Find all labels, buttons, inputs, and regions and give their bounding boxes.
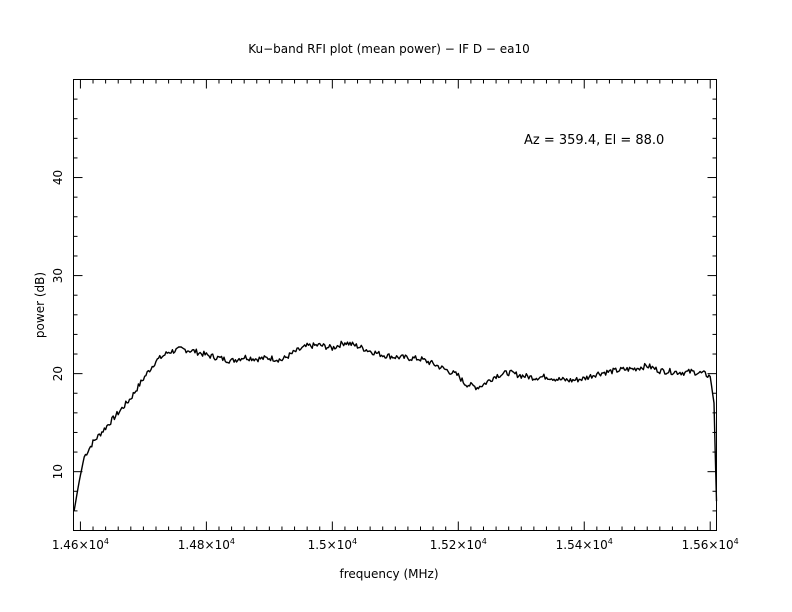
x-tick-label: 1.54×104 (556, 537, 613, 552)
az-el-annotation: Az = 359.4, El = 88.0 (524, 133, 664, 148)
x-tick-exponent: 4 (734, 537, 739, 546)
x-tick-exponent: 4 (482, 537, 487, 546)
x-tick-exponent: 4 (352, 537, 357, 546)
x-tick-label: 1.46×104 (52, 537, 109, 552)
chart-title: Ku−band RFI plot (mean power) − IF D − e… (248, 42, 530, 56)
x-tick-mantissa: 1.5 (308, 538, 327, 552)
y-tick-label: 40 (51, 170, 65, 185)
y-tick-label: 20 (51, 366, 65, 381)
x-tick-mantissa: 1.54 (556, 538, 583, 552)
x-axis-ticks: 1.46×104 1.48×104 1.5×104 1.52×104 1.54×104 1… (52, 79, 739, 552)
x-tick-mantissa: 1.48 (178, 538, 205, 552)
x-tick-label: 1.52×104 (430, 537, 487, 552)
y-axis-label: power (dB) (33, 272, 47, 338)
x-axis-label: frequency (MHz) (339, 567, 438, 581)
series-line (73, 340, 718, 512)
x-tick-mantissa: 1.46 (52, 538, 79, 552)
x-tick-label: 1.5×104 (308, 537, 358, 552)
x-tick-exponent: 4 (104, 537, 109, 546)
y-tick-label: 30 (51, 268, 65, 283)
x-tick-exponent: 4 (230, 537, 235, 546)
x-tick-label: 1.56×104 (682, 537, 739, 552)
x-tick-mantissa: 1.56 (682, 538, 709, 552)
x-tick-mantissa: 1.52 (430, 538, 457, 552)
x-tick-label: 1.48×104 (178, 537, 235, 552)
x-tick-exponent: 4 (608, 537, 613, 546)
y-tick-label: 10 (51, 464, 65, 479)
